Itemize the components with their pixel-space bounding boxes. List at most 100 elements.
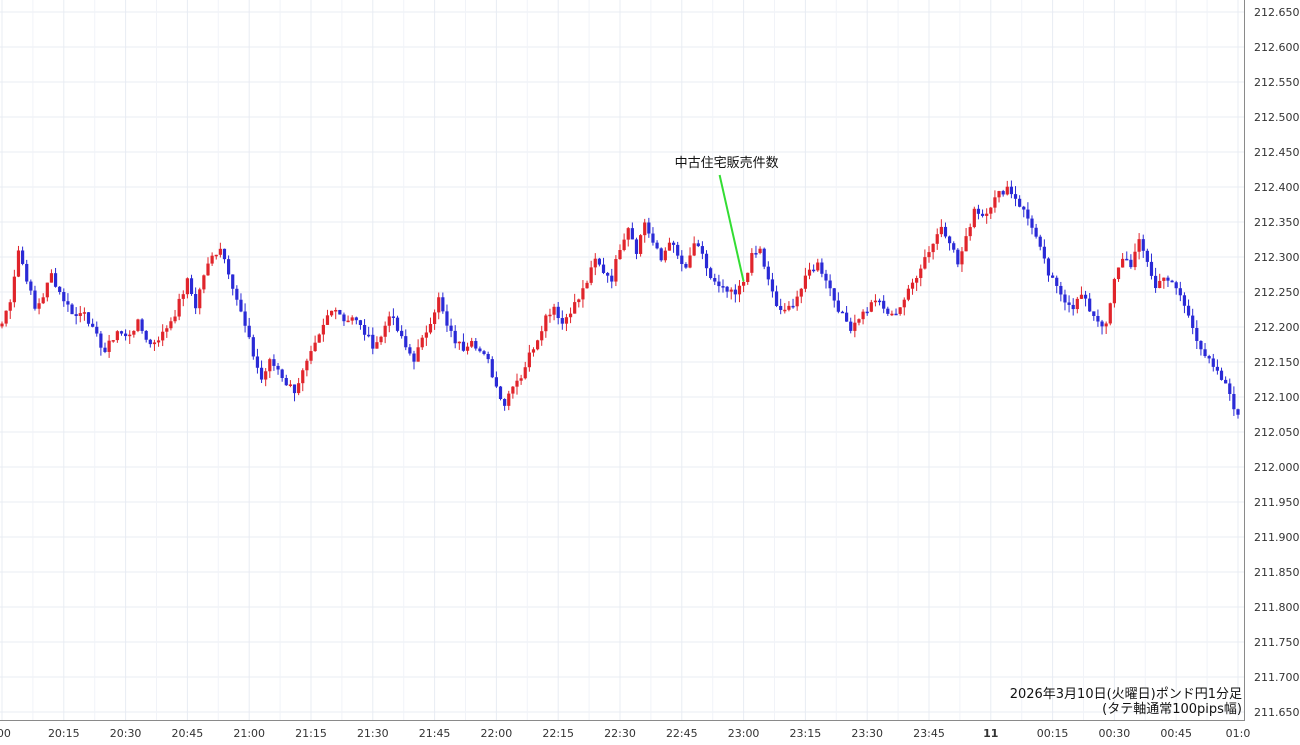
candle-body bbox=[560, 318, 564, 324]
candle-body bbox=[1083, 294, 1088, 299]
candle-body bbox=[1207, 356, 1211, 359]
candle-body bbox=[1166, 277, 1170, 281]
candle-body bbox=[523, 367, 527, 379]
candle-body bbox=[985, 213, 989, 216]
candle-body bbox=[276, 365, 280, 370]
x-tick-label: 21:15 bbox=[295, 727, 327, 740]
candle-body bbox=[882, 300, 886, 309]
candle-body bbox=[346, 320, 350, 323]
candle-body bbox=[21, 250, 25, 264]
candle-body bbox=[202, 275, 206, 290]
candle-body bbox=[119, 331, 124, 334]
x-tick-label: 21:45 bbox=[419, 727, 451, 740]
candle-body bbox=[762, 248, 766, 267]
candle-body bbox=[189, 278, 194, 294]
candle-body bbox=[124, 333, 128, 337]
candle-body bbox=[412, 353, 416, 362]
candle-body bbox=[1071, 304, 1075, 310]
candle-body bbox=[1199, 340, 1203, 350]
y-tick-label: 212.200 bbox=[1254, 321, 1300, 334]
candle-body bbox=[474, 341, 478, 349]
candle-body bbox=[898, 307, 902, 314]
candle-body bbox=[729, 289, 733, 292]
y-tick-label: 212.300 bbox=[1254, 251, 1300, 264]
candle-body bbox=[1046, 258, 1051, 276]
candle-body bbox=[1104, 323, 1108, 327]
candle-body bbox=[288, 384, 292, 386]
candle-body bbox=[593, 258, 597, 268]
candle-body bbox=[828, 280, 832, 289]
candle-body bbox=[1121, 258, 1125, 268]
y-tick-label: 212.250 bbox=[1254, 286, 1300, 299]
grid bbox=[0, 0, 1244, 720]
candle-body bbox=[1191, 315, 1195, 328]
y-tick-labels: 212.650 212.600 212.550 212.500 212.450 212.4… bbox=[1254, 6, 1300, 719]
candle-body bbox=[651, 233, 655, 243]
candle-body bbox=[931, 243, 935, 253]
candle-body bbox=[177, 298, 181, 317]
candle-body bbox=[890, 313, 894, 316]
chart-title: 2026年3月10日(火曜日)ポンド円1分足 bbox=[1009, 687, 1242, 702]
candle-body bbox=[573, 302, 577, 314]
candle-body bbox=[107, 340, 111, 352]
candle-body bbox=[1018, 198, 1022, 207]
candle-body bbox=[305, 360, 309, 371]
candle-body bbox=[58, 286, 62, 293]
candle-body bbox=[865, 311, 869, 314]
candle-body bbox=[144, 330, 148, 340]
candle-body bbox=[750, 253, 754, 273]
candle-body bbox=[259, 367, 264, 380]
candle-body bbox=[667, 242, 672, 251]
x-tick-label: 21:30 bbox=[357, 727, 389, 740]
candle-body bbox=[12, 276, 16, 303]
candle-body bbox=[676, 244, 680, 256]
candle-body bbox=[980, 213, 985, 216]
candle-body bbox=[655, 242, 659, 249]
candle-body bbox=[671, 242, 676, 245]
candle-body bbox=[952, 243, 956, 250]
candle-body bbox=[873, 300, 878, 303]
x-tick-label: 01:0 bbox=[1226, 727, 1251, 740]
candle-body bbox=[1219, 370, 1224, 380]
y-tick-label: 212.550 bbox=[1254, 76, 1300, 89]
candles bbox=[0, 180, 1240, 419]
candle-body bbox=[198, 289, 202, 309]
candle-body bbox=[589, 267, 593, 283]
candle-body bbox=[696, 243, 700, 247]
candle-body bbox=[379, 336, 383, 343]
chart-subtitle: (タテ軸通常100pips幅) bbox=[1102, 702, 1242, 717]
x-tick-label: 23:30 bbox=[851, 727, 883, 740]
candle-body bbox=[935, 234, 939, 244]
candle-body bbox=[1051, 275, 1055, 278]
candle-body bbox=[845, 312, 849, 322]
candle-body bbox=[214, 254, 218, 257]
candle-body bbox=[1096, 315, 1100, 322]
candle-body bbox=[647, 222, 651, 234]
x-tick-labels: :00 20:15 20:30 20:45 21:00 21:15 21:30 21:45 22… bbox=[0, 727, 1250, 740]
candle-body bbox=[70, 304, 74, 315]
candle-body bbox=[49, 273, 54, 283]
candle-body bbox=[482, 351, 486, 354]
candle-body bbox=[45, 282, 49, 298]
y-tick-label: 212.600 bbox=[1254, 41, 1300, 54]
candle-body bbox=[132, 330, 136, 335]
candle-body bbox=[301, 370, 305, 384]
candle-body bbox=[1154, 275, 1158, 289]
candle-body bbox=[1005, 186, 1009, 195]
candle-body bbox=[795, 296, 799, 307]
candle-body bbox=[1162, 277, 1166, 281]
candle-body bbox=[634, 239, 639, 254]
candle-body bbox=[494, 377, 498, 387]
candle-body bbox=[1092, 311, 1096, 316]
candle-body bbox=[531, 349, 536, 353]
candle-body bbox=[239, 299, 243, 312]
candle-body bbox=[383, 325, 387, 337]
candle-body bbox=[754, 253, 758, 255]
candle-body bbox=[478, 348, 482, 352]
candle-body bbox=[1186, 305, 1191, 316]
candle-body bbox=[1195, 327, 1199, 341]
candle-body bbox=[62, 292, 66, 302]
candle-body bbox=[461, 341, 466, 351]
candle-body bbox=[86, 312, 91, 324]
candle-body bbox=[437, 297, 441, 313]
